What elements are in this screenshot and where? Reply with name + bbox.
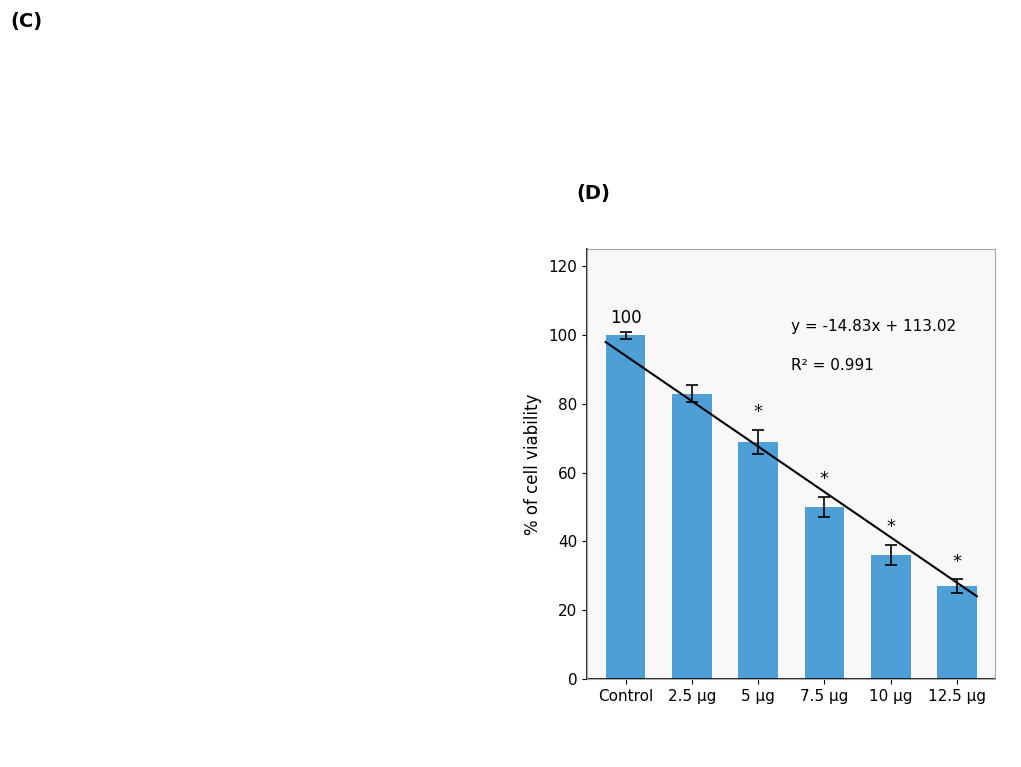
Text: R² = 0.991: R² = 0.991 (791, 357, 874, 373)
Text: *: * (753, 403, 763, 421)
Text: *: * (953, 552, 962, 571)
Bar (937, 586, 977, 679)
Text: y = -14.83x + 113.02: y = -14.83x + 113.02 (791, 319, 957, 334)
Y-axis label: % of cell viability: % of cell viability (524, 393, 541, 535)
Bar (605, 335, 645, 679)
Bar (738, 442, 778, 679)
Bar (805, 507, 844, 679)
Text: *: * (820, 470, 829, 488)
Bar (672, 393, 712, 679)
Text: 100: 100 (610, 308, 641, 327)
Bar (871, 555, 911, 679)
Text: (D): (D) (577, 184, 611, 203)
Text: *: * (886, 518, 895, 536)
Text: (C): (C) (10, 12, 42, 31)
